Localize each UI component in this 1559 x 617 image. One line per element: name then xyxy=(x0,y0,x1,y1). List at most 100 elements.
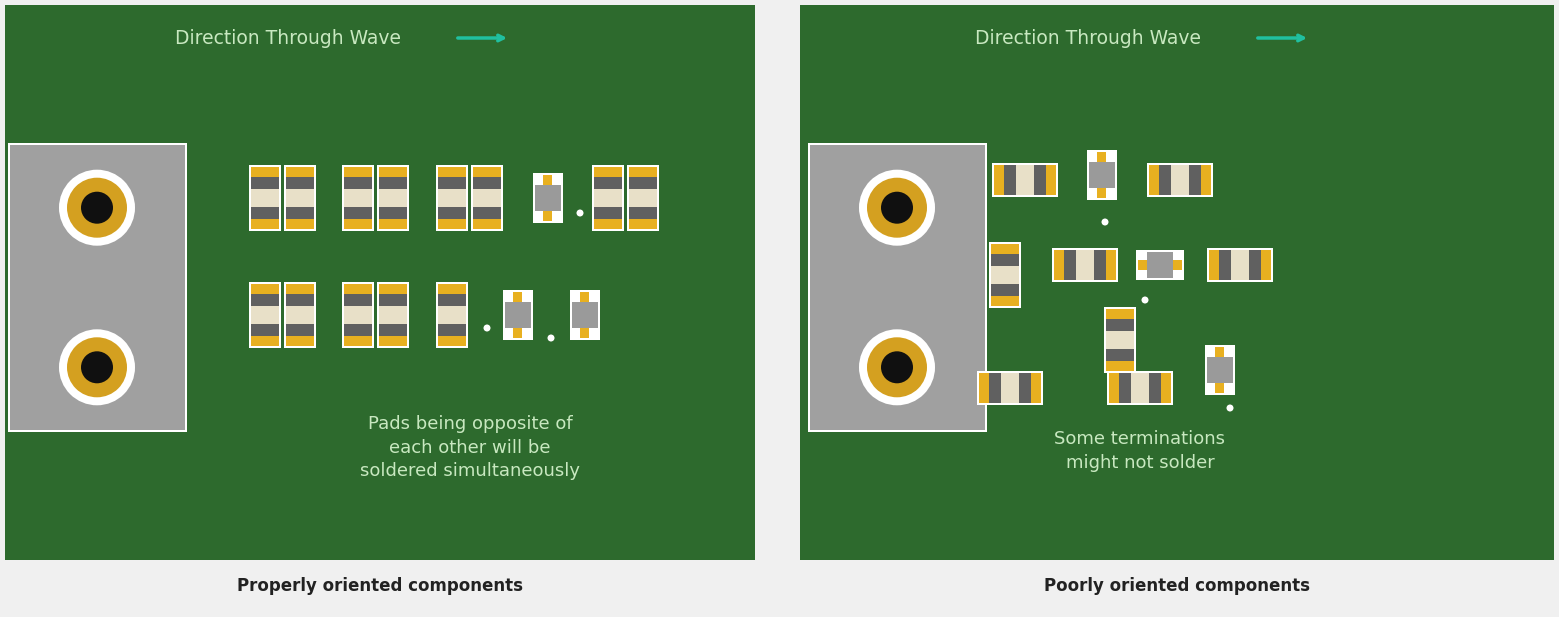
Bar xyxy=(341,282,374,348)
Bar xyxy=(988,373,1001,403)
Bar xyxy=(513,292,522,302)
Bar xyxy=(1105,319,1133,331)
Bar xyxy=(544,211,552,221)
Bar xyxy=(1004,165,1016,195)
Bar xyxy=(800,5,1554,560)
Bar xyxy=(594,167,622,177)
Bar xyxy=(995,165,1004,195)
Bar xyxy=(379,325,407,336)
Bar xyxy=(251,336,279,346)
Bar xyxy=(1063,250,1076,280)
Bar xyxy=(1216,347,1224,357)
Bar xyxy=(284,165,316,231)
Bar xyxy=(285,189,313,207)
Circle shape xyxy=(67,337,126,397)
Circle shape xyxy=(867,178,928,238)
Bar xyxy=(628,219,656,229)
Bar xyxy=(438,189,466,207)
Bar xyxy=(988,242,1021,308)
Bar xyxy=(8,143,187,432)
Bar xyxy=(1030,373,1041,403)
Circle shape xyxy=(577,210,583,217)
Bar xyxy=(251,294,279,306)
Bar xyxy=(285,177,313,189)
Bar xyxy=(594,177,622,189)
Bar xyxy=(438,177,466,189)
Bar xyxy=(504,290,533,340)
Bar xyxy=(594,219,622,229)
Bar xyxy=(1200,165,1211,195)
Bar xyxy=(471,165,504,231)
Text: Properly oriented components: Properly oriented components xyxy=(237,577,522,595)
Text: Direction Through Wave: Direction Through Wave xyxy=(175,28,401,48)
Bar xyxy=(284,282,316,348)
Bar xyxy=(628,207,656,219)
Bar xyxy=(1130,373,1149,403)
Bar xyxy=(594,189,622,207)
Bar xyxy=(379,284,407,294)
Bar xyxy=(379,167,407,177)
Bar xyxy=(1105,309,1133,319)
Circle shape xyxy=(547,334,555,341)
Bar xyxy=(251,207,279,219)
Bar xyxy=(438,167,466,177)
Bar xyxy=(1052,248,1118,282)
Text: Pads being opposite of
each other will be
soldered simultaneously: Pads being opposite of each other will b… xyxy=(360,415,580,480)
Bar xyxy=(285,284,313,294)
Bar xyxy=(379,177,407,189)
Bar xyxy=(571,290,600,340)
Bar xyxy=(992,254,1020,266)
Bar xyxy=(979,373,988,403)
Circle shape xyxy=(867,337,928,397)
Bar xyxy=(379,306,407,325)
Bar xyxy=(251,219,279,229)
Bar xyxy=(1149,165,1158,195)
Bar xyxy=(472,207,500,219)
Bar xyxy=(1054,250,1063,280)
Bar xyxy=(627,165,659,231)
Bar xyxy=(345,207,373,219)
Bar xyxy=(1261,250,1271,280)
Bar xyxy=(1108,373,1119,403)
Bar xyxy=(1105,331,1133,349)
Bar xyxy=(1098,188,1107,198)
Circle shape xyxy=(881,351,914,383)
Bar xyxy=(1205,345,1235,395)
Bar xyxy=(437,165,468,231)
Bar xyxy=(580,328,589,338)
Bar xyxy=(285,207,313,219)
Text: Some terminations
might not solder: Some terminations might not solder xyxy=(1054,430,1225,471)
Bar xyxy=(505,302,532,328)
Bar xyxy=(1094,250,1105,280)
Bar xyxy=(285,306,313,325)
Bar xyxy=(285,336,313,346)
Bar xyxy=(345,189,373,207)
Bar xyxy=(1219,250,1230,280)
Bar xyxy=(472,167,500,177)
Bar xyxy=(628,167,656,177)
Bar xyxy=(379,189,407,207)
Circle shape xyxy=(67,178,126,238)
Bar xyxy=(1107,371,1172,405)
Text: Direction Through Wave: Direction Through Wave xyxy=(974,28,1200,48)
Bar xyxy=(1149,373,1161,403)
Bar xyxy=(1216,383,1224,393)
Bar xyxy=(379,336,407,346)
Bar xyxy=(345,167,373,177)
Bar xyxy=(1090,162,1115,188)
Bar xyxy=(251,177,279,189)
Text: Poorly oriented components: Poorly oriented components xyxy=(1045,577,1310,595)
Bar xyxy=(251,189,279,207)
Bar xyxy=(580,292,589,302)
Bar xyxy=(1138,260,1147,270)
Circle shape xyxy=(859,329,935,405)
Bar xyxy=(1119,373,1130,403)
Bar xyxy=(992,266,1020,284)
Bar xyxy=(1105,361,1133,371)
Bar xyxy=(1137,250,1183,280)
Bar xyxy=(1161,373,1171,403)
Bar xyxy=(533,173,563,223)
Bar xyxy=(345,219,373,229)
Bar xyxy=(379,294,407,306)
Bar xyxy=(5,5,755,560)
